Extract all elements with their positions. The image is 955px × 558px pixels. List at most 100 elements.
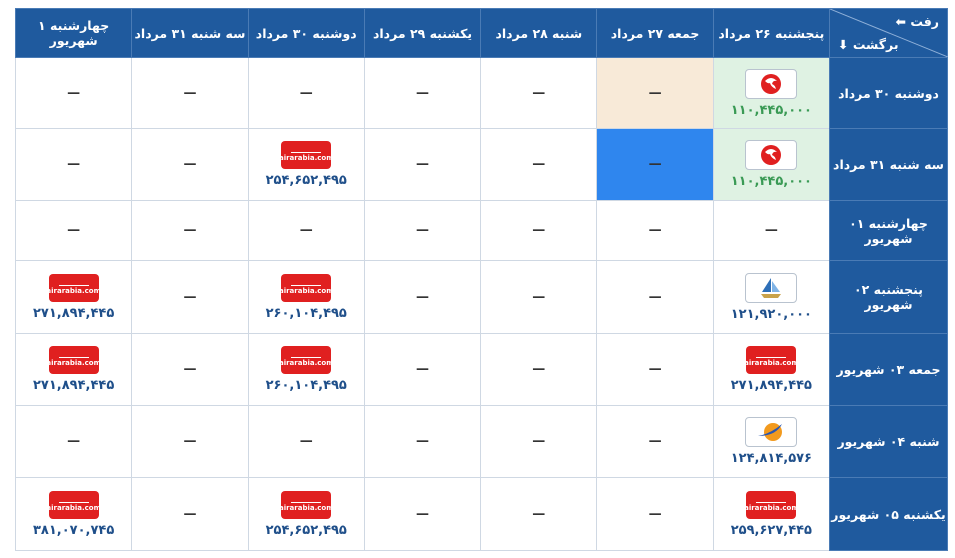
price-cell[interactable]: airarabia.com ۲۷۱,۸۹۴,۴۴۵ [14, 333, 133, 406]
empty-dash: — [648, 434, 662, 449]
price-cell: — [363, 405, 482, 478]
price-cell[interactable]: airarabia.com ۳۸۱,۰۷۰,۷۴۵ [14, 477, 133, 551]
corner-cell: رفت ⬅ برگشت ⬇ [829, 8, 948, 58]
price-cell: — [131, 260, 249, 334]
row-header: یکشنبه ۰۵ شهریور [829, 477, 948, 551]
empty-dash: — [416, 85, 430, 101]
price-cell[interactable]: airarabia.com ۲۶۰,۱۰۴,۴۹۵ [247, 333, 365, 406]
price-cell[interactable]: airarabia.com ۲۷۱,۸۹۴,۴۴۵ [14, 260, 133, 334]
column-header: جمعه ۲۷ مرداد [596, 8, 714, 58]
column-header: دوشنبه ۳۰ مرداد [247, 8, 365, 58]
airline-logo: airarabia.com [746, 490, 797, 519]
table-row: شنبه ۰۴ شهریور ۱۲۴,۸۱۴,۵۷۶ — — — — — — [14, 405, 948, 478]
table-row: جمعه ۰۳ شهریور airarabia.com ۲۷۱,۸۹۴,۴۴۵ — —… [14, 333, 948, 406]
logo-text: airarabia.com [48, 503, 99, 512]
airline-logo [745, 272, 798, 303]
price-cell[interactable]: ۱۲۴,۸۱۴,۵۷۶ [712, 405, 831, 478]
price-cell: — [480, 477, 598, 551]
empty-dash: — [183, 223, 197, 238]
logo-text: airarabia.com [48, 286, 99, 295]
logo-text: airarabia.com [281, 359, 332, 367]
empty-dash: — [67, 85, 81, 101]
airline-icon [761, 145, 782, 165]
empty-dash: — [648, 506, 662, 522]
empty-dash: — [416, 289, 430, 305]
empty-dash: — [532, 157, 546, 172]
price: ۲۷۱,۸۹۴,۴۴۵ [730, 378, 812, 393]
airline-logo: airarabia.com [48, 273, 99, 302]
logo-text: airarabia.com [746, 359, 797, 367]
logo-text: airarabia.com [48, 359, 99, 367]
price: ۱۲۴,۸۱۴,۵۷۶ [730, 451, 812, 466]
price: ۲۷۱,۸۹۴,۴۴۵ [33, 305, 115, 321]
price-cell: — [480, 57, 598, 129]
price-cell[interactable]: airarabia.com ۲۵۴,۶۵۲,۴۹۵ [247, 128, 365, 201]
price-cell: — [596, 333, 714, 406]
price: ۲۶۰,۱۰۴,۴۹۵ [265, 305, 347, 321]
logo-arabic [756, 353, 787, 358]
empty-dash: — [648, 157, 662, 172]
logo-text: airarabia.com [746, 503, 797, 512]
price-cell[interactable]: ۱۲۱,۹۲۰,۰۰۰ [712, 260, 831, 334]
price-cell: — [480, 128, 598, 201]
table-row: پنجشنبه ۰۲ شهریور ۱۲۱,۹۲۰,۰۰۰ — — — airarabia… [14, 260, 948, 334]
airline-icon [761, 277, 782, 298]
airline-logo: airarabia.com [281, 141, 332, 169]
empty-dash: — [532, 85, 546, 101]
empty-dash: — [183, 434, 197, 449]
airline-icon [758, 423, 783, 441]
logo-arabic [756, 498, 787, 503]
empty-dash: — [532, 434, 546, 449]
row-header: سه شنبه ۳۱ مرداد [829, 128, 948, 201]
table-row: سه شنبه ۳۱ مرداد ۱۱۰,۴۴۵,۰۰۰ — — — airarabia.… [14, 128, 948, 201]
empty-dash: — [416, 506, 430, 522]
price-cell: — [131, 200, 249, 261]
column-header: شنبه ۲۸ مرداد [480, 8, 598, 58]
logo-arabic [291, 498, 322, 503]
column-header: پنجشنبه ۲۶ مرداد [712, 8, 831, 58]
empty-dash: — [416, 157, 430, 172]
price-cell: — [247, 57, 365, 129]
empty-dash: — [299, 223, 313, 238]
price-matrix: رفت ⬅ برگشت ⬇ پنجشنبه ۲۶ مرداد جمعه ۲۷ مر… [14, 8, 948, 551]
price: ۳۸۱,۰۷۰,۷۴۵ [33, 522, 115, 538]
price-cell[interactable]: airarabia.com ۲۵۹,۶۲۷,۴۴۵ [712, 477, 831, 551]
empty-dash: — [183, 85, 197, 101]
price-cell[interactable]: airarabia.com ۲۵۴,۶۵۲,۴۹۵ [247, 477, 365, 551]
logo-arabic [291, 353, 322, 358]
price: ۲۶۰,۱۰۴,۴۹۵ [265, 378, 347, 393]
empty-dash: — [183, 362, 197, 377]
empty-dash: — [532, 289, 546, 305]
airline-logo: airarabia.com [48, 490, 99, 519]
airline-icon [761, 73, 782, 94]
logo-arabic [291, 148, 322, 153]
price-cell: — [131, 57, 249, 129]
price-cell: — [596, 405, 714, 478]
price-cell: — [14, 128, 133, 201]
empty-dash: — [764, 223, 778, 238]
empty-dash: — [532, 223, 546, 238]
price: ۱۱۰,۴۴۵,۰۰۰ [730, 174, 812, 189]
price-cell[interactable]: ۱۱۰,۴۴۵,۰۰۰ [712, 128, 831, 201]
price-cell[interactable]: airarabia.com ۲۶۰,۱۰۴,۴۹۵ [247, 260, 365, 334]
empty-dash: — [299, 85, 313, 101]
airline-logo [745, 417, 798, 447]
price-cell: — [14, 57, 133, 129]
table-row: چهارشنبه ۰۱ شهریور — — — — — — — [14, 200, 948, 261]
price-cell: — [596, 260, 714, 334]
price-cell: — [363, 57, 482, 129]
price-cell[interactable]: ۱۱۰,۴۴۵,۰۰۰ [712, 57, 831, 129]
empty-dash: — [532, 506, 546, 522]
empty-dash: — [67, 157, 81, 172]
logo-arabic [58, 281, 89, 286]
empty-dash: — [416, 362, 430, 377]
price-cell[interactable]: airarabia.com ۲۷۱,۸۹۴,۴۴۵ [712, 333, 831, 406]
logo-arabic [58, 498, 89, 503]
price-cell: — [480, 260, 598, 334]
logo-arabic [58, 353, 89, 358]
price-cell: — [363, 128, 482, 201]
price-cell: — [247, 405, 365, 478]
row-header: چهارشنبه ۰۱ شهریور [829, 200, 948, 261]
price-cell: — [596, 477, 714, 551]
price-cell: — [131, 405, 249, 478]
